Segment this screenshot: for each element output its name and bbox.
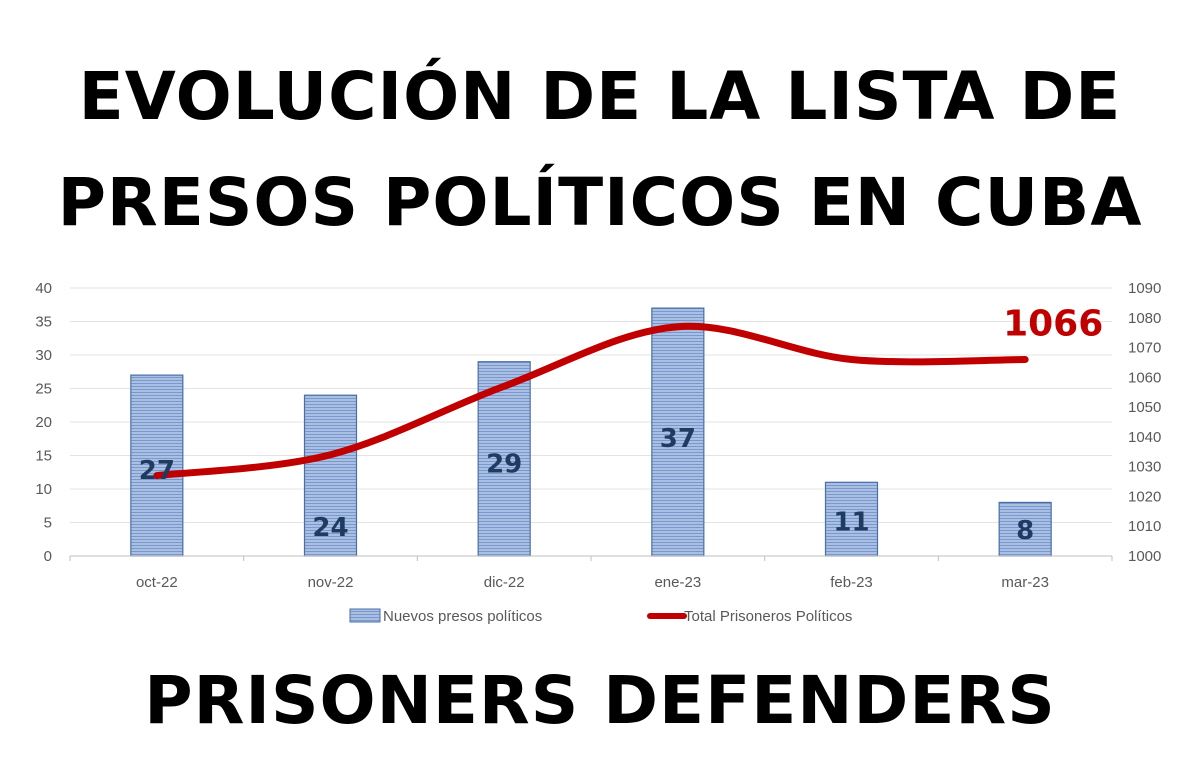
chart-title-line-2: PRESOS POLÍTICOS EN CUBA <box>57 164 1143 241</box>
y-left-tick-label: 35 <box>35 314 52 331</box>
bar-data-label: 11 <box>833 508 869 538</box>
y-right-tick-label: 1040 <box>1128 429 1161 446</box>
y-left-tick-label: 15 <box>35 448 52 465</box>
footer-brand: PRISONERS DEFENDERS <box>144 662 1056 739</box>
y-right-tick-label: 1070 <box>1128 340 1161 357</box>
y-left-tick-label: 40 <box>35 280 52 297</box>
y-right-tick-label: 1080 <box>1128 310 1161 327</box>
legend-label-bars: Nuevos presos políticos <box>383 608 542 625</box>
x-tick-label: ene-23 <box>654 574 701 591</box>
bar-data-label: 37 <box>660 424 696 454</box>
data-labels: 27 24 29 37 11 8 1066 <box>139 303 1104 546</box>
y-right-tick-label: 1010 <box>1128 518 1161 535</box>
y-left-tick-label: 25 <box>35 381 52 398</box>
bar <box>303 394 358 557</box>
bar-data-label: 24 <box>312 513 348 543</box>
bar <box>824 481 879 557</box>
legend-swatch-bars <box>349 608 381 623</box>
line-series <box>153 322 1029 480</box>
total-callout-label: 1066 <box>1003 303 1103 344</box>
y-left-tick-label: 5 <box>44 515 52 532</box>
x-tick-label: mar-23 <box>1001 574 1049 591</box>
y-left-tick-label: 0 <box>44 548 52 565</box>
y-right-tick-label: 1030 <box>1128 459 1161 476</box>
bar-data-label: 27 <box>139 456 175 486</box>
y-right-tick-label: 1000 <box>1128 548 1161 565</box>
bar-data-label: 8 <box>1016 516 1034 546</box>
y-left-tick-label: 10 <box>35 481 52 498</box>
y-right-tick-label: 1020 <box>1128 488 1161 505</box>
y-right-tick-label: 1090 <box>1128 280 1161 297</box>
y-left-tick-label: 20 <box>35 414 52 431</box>
bar <box>130 374 184 557</box>
y-right-tick-label: 1060 <box>1128 369 1161 386</box>
chart-title-line-1: EVOLUCIÓN DE LA LISTA DE <box>78 58 1122 135</box>
bar-data-label: 29 <box>486 450 522 480</box>
legend: Nuevos presos políticos Total Prisoneros … <box>349 608 852 625</box>
bar <box>651 307 705 557</box>
y-left-tick-label: 30 <box>35 347 52 364</box>
gridlines <box>70 287 1112 523</box>
bar-series <box>130 307 1052 557</box>
bar <box>998 501 1052 557</box>
y-right-tick-label: 1050 <box>1128 399 1161 416</box>
x-tick-label: dic-22 <box>484 574 525 591</box>
x-tick-label: nov-22 <box>308 574 354 591</box>
combo-chart: 0 5 10 15 20 25 30 35 40 1000 1010 1020 1030 1040 1050… <box>35 280 1161 625</box>
total-line <box>153 322 1029 480</box>
x-tick-label: feb-23 <box>830 574 873 591</box>
legend-label-line: Total Prisoneros Políticos <box>684 608 852 625</box>
axes: 0 5 10 15 20 25 30 35 40 1000 1010 1020 1030 1040 1050… <box>35 280 1161 591</box>
x-tick-label: oct-22 <box>136 574 178 591</box>
